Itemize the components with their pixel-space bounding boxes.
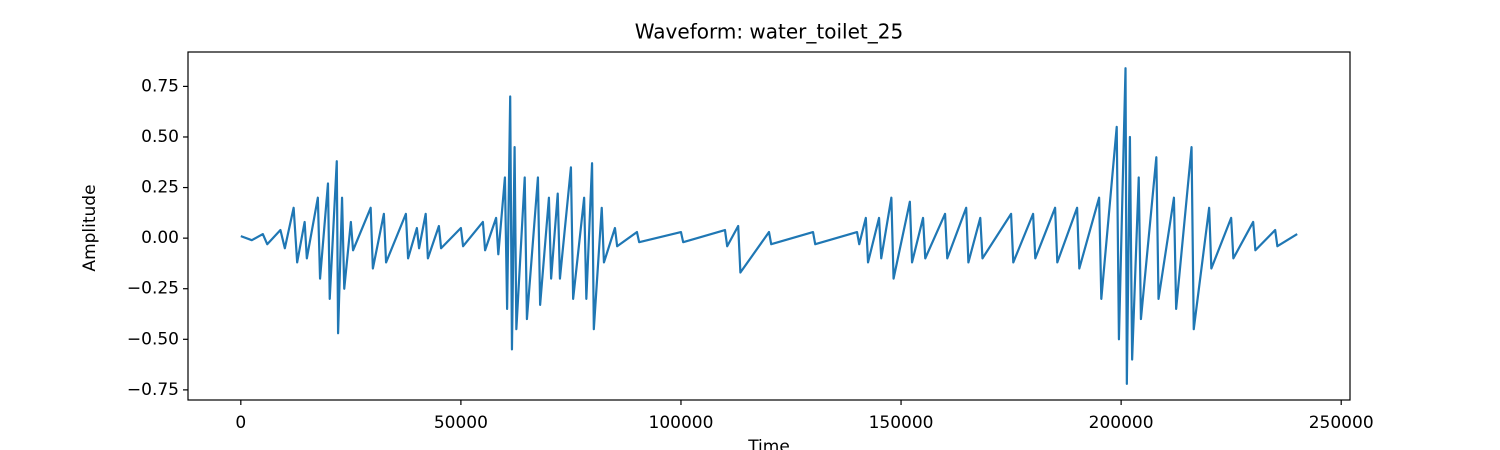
y-tick-label: −0.25	[127, 279, 179, 299]
y-tick-label: 0.50	[141, 127, 179, 147]
x-tick-label: 150000	[869, 413, 934, 433]
x-axis-label: Time	[747, 437, 790, 450]
x-tick-label: 200000	[1089, 413, 1154, 433]
waveform-line	[240, 67, 1298, 385]
y-tick-label: 0.75	[141, 76, 179, 96]
y-tick-label: −0.50	[127, 329, 179, 349]
x-tick-label: 250000	[1309, 413, 1374, 433]
y-tick-label: 0.00	[141, 228, 179, 248]
chart-title: Waveform: water_toilet_25	[635, 20, 903, 44]
x-tick-label: 0	[235, 413, 246, 433]
y-tick-label: 0.25	[141, 178, 179, 198]
plot-frame	[187, 51, 1351, 401]
y-tick-label: −0.75	[127, 380, 179, 400]
x-tick-label: 50000	[434, 413, 488, 433]
y-axis-label: Amplitude	[80, 184, 100, 271]
x-tick-label: 100000	[649, 413, 714, 433]
